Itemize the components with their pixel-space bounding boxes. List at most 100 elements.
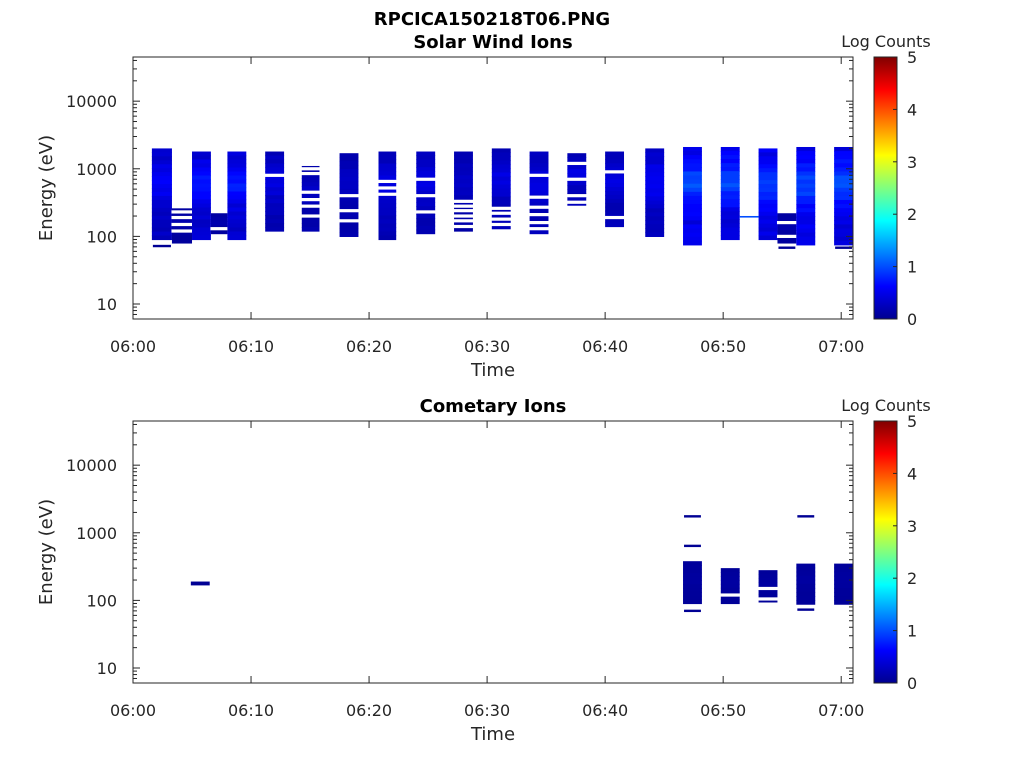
- energy-bin: [192, 207, 211, 213]
- gap-band: [339, 209, 359, 213]
- energy-bin: [683, 220, 702, 226]
- energy-bin: [454, 163, 473, 169]
- energy-bin: [339, 157, 359, 162]
- energy-bin: [491, 188, 511, 194]
- energy-bin: [645, 200, 665, 206]
- energy-bin: [378, 155, 397, 161]
- energy-bin: [192, 179, 211, 185]
- gap-band: [529, 213, 549, 217]
- energy-bin: [416, 221, 436, 227]
- energy-bin: [605, 206, 625, 212]
- energy-bin: [265, 187, 285, 192]
- y-tick-label: 100: [86, 591, 117, 610]
- energy-bin: [720, 215, 740, 220]
- energy-bin: [720, 587, 740, 593]
- energy-bin: [605, 155, 625, 161]
- energy-bin: [301, 186, 320, 191]
- energy-bin: [265, 215, 285, 220]
- energy-bin: [720, 179, 740, 184]
- gap-band: [264, 173, 285, 177]
- energy-bin: [265, 171, 285, 176]
- axes-frame: [132, 56, 854, 320]
- energy-bin: [265, 223, 285, 228]
- energy-bin: [227, 231, 247, 237]
- energy-bin: [758, 195, 778, 201]
- energy-bin: [834, 216, 853, 221]
- energy-bin: [416, 178, 436, 184]
- x-tick-label: 06:10: [228, 337, 274, 356]
- energy-bin: [758, 589, 778, 595]
- data-block: [720, 568, 741, 605]
- y-tick-label: 1000: [76, 160, 117, 179]
- energy-bin: [796, 587, 816, 593]
- energy-bin: [758, 168, 778, 173]
- energy-bin: [796, 220, 816, 226]
- energy-bin: [265, 207, 285, 212]
- energy-bin: [683, 568, 702, 574]
- energy-bin: [151, 207, 172, 213]
- energy-bin: [416, 206, 436, 211]
- energy-bin: [796, 596, 816, 601]
- energy-bin: [683, 228, 702, 234]
- energy-bin: [834, 596, 853, 601]
- y-tick-label: 10000: [66, 456, 117, 475]
- energy-bin: [796, 224, 816, 230]
- energy-bin: [567, 173, 587, 178]
- energy-line: [797, 608, 815, 611]
- colorbar-tick-label: 5: [907, 412, 917, 431]
- energy-bin: [683, 167, 702, 173]
- energy-bin: [416, 202, 436, 207]
- energy-bin: [339, 161, 359, 166]
- gap-band: [378, 192, 397, 196]
- energy-bin: [796, 579, 816, 585]
- energy-bin: [720, 599, 740, 605]
- energy-bin: [834, 187, 853, 193]
- energy-bin: [777, 225, 797, 231]
- energy-bin: [834, 575, 853, 581]
- energy-bin: [834, 240, 853, 246]
- energy-bin: [227, 167, 247, 173]
- energy-bin: [720, 235, 740, 241]
- gap-band: [529, 195, 549, 199]
- energy-bin: [151, 168, 172, 173]
- energy-bin: [529, 159, 549, 164]
- energy-bin: [265, 203, 285, 208]
- energy-bin: [378, 211, 397, 217]
- energy-bin: [171, 231, 193, 236]
- energy-bin: [265, 191, 285, 196]
- energy-bin: [683, 151, 702, 156]
- energy-bin: [301, 178, 320, 183]
- gap-band: [491, 217, 512, 221]
- energy-bin: [758, 160, 778, 165]
- energy-bin: [796, 228, 816, 234]
- energy-bin: [192, 155, 211, 161]
- gap-band: [339, 219, 359, 223]
- energy-bin: [227, 227, 247, 233]
- energy-bin: [605, 171, 625, 176]
- energy-bin: [683, 183, 702, 189]
- energy-bin: [834, 183, 853, 189]
- energy-bin: [720, 199, 740, 204]
- energy-bin: [605, 187, 625, 192]
- energy-bin: [605, 222, 625, 228]
- energy-bin: [683, 236, 702, 242]
- gap-band: [453, 224, 474, 229]
- x-tick-label: 06:30: [464, 337, 510, 356]
- energy-bin: [529, 171, 549, 176]
- energy-bin: [683, 580, 702, 585]
- energy-bin: [683, 599, 702, 605]
- energy-bin: [151, 172, 172, 177]
- energy-line: [152, 244, 171, 248]
- gap-band: [415, 177, 436, 181]
- energy-bin: [758, 227, 778, 233]
- energy-bin: [339, 212, 359, 218]
- energy-bin: [378, 235, 397, 241]
- gap-band: [378, 186, 397, 190]
- energy-bin: [683, 159, 702, 164]
- energy-bin: [796, 563, 816, 569]
- energy-bin: [683, 584, 702, 589]
- energy-bin: [796, 163, 816, 168]
- energy-bin: [265, 179, 285, 184]
- energy-bin: [683, 216, 702, 221]
- energy-bin: [265, 219, 285, 224]
